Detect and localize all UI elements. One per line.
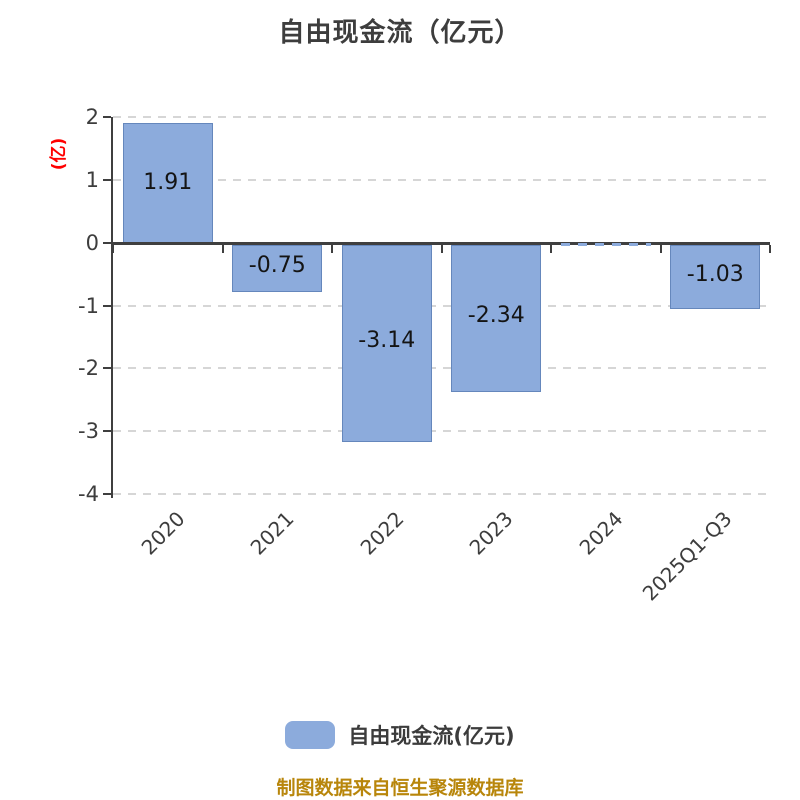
bar-2024 — [560, 242, 651, 246]
y-axis-tick-2 — [103, 116, 111, 118]
bar-value-label-2020: 1.91 — [143, 169, 193, 195]
data-source-note: 制图数据来自恒生聚源数据库 — [276, 777, 524, 799]
category-axis-tick-1 — [221, 244, 224, 253]
y-axis-line — [111, 117, 113, 498]
y-axis-tick-1 — [103, 178, 111, 181]
y-tick-label-0: 0 — [85, 230, 99, 255]
bar-value-label-2023: -2.34 — [467, 303, 525, 329]
bar-value-label-2021: -0.75 — [248, 253, 306, 279]
legend-color-swatch — [285, 721, 336, 749]
legend: 自由现金流(亿元) — [0, 718, 800, 752]
bar-2022 — [341, 244, 432, 442]
category-axis-tick-2 — [331, 244, 333, 253]
gridline-y--4 — [113, 493, 770, 495]
gridline-y--2 — [113, 367, 770, 370]
y-axis-tick--3 — [103, 430, 111, 433]
bar-value-label-2022: -3.14 — [358, 328, 416, 354]
chart-title: 自由现金流（亿元） — [278, 18, 522, 48]
plot-area: 1.91 -0.75 -3.14 -2.34 -1.03 2 1 0 -1 -2 -3 -4 2020 2… — [78, 107, 771, 605]
bar-2025Q1-Q3 — [670, 244, 761, 310]
y-axis-tick--2 — [103, 367, 111, 370]
category-axis-tick-3 — [440, 244, 443, 253]
category-axis-line — [111, 241, 770, 245]
y-tick-label--1: -1 — [78, 293, 99, 318]
y-tick-label-2: 2 — [85, 105, 99, 129]
bar-2023 — [451, 244, 542, 392]
gridline-y--1 — [113, 304, 770, 307]
category-axis-tick-4 — [550, 244, 552, 253]
bar-value-label-2025Q1-Q3: -1.03 — [686, 262, 744, 288]
gridline-y-1 — [113, 178, 770, 181]
bar-2021 — [232, 244, 323, 292]
y-tick-label--4: -4 — [78, 482, 99, 506]
gridline-y-2 — [113, 116, 770, 118]
category-axis-tick-6 — [769, 244, 771, 253]
y-tick-label--2: -2 — [78, 356, 99, 381]
category-axis-tick-5 — [659, 244, 662, 253]
y-tick-label-1: 1 — [85, 167, 99, 192]
category-axis-tick-0 — [112, 244, 114, 253]
legend-series-label: 自由现金流(亿元) — [348, 724, 515, 748]
gridline-y--3 — [113, 430, 770, 433]
y-axis-tick--4 — [103, 493, 111, 495]
y-tick-label--3: -3 — [78, 419, 99, 444]
y-axis-tick-0 — [103, 241, 111, 244]
y-axis-tick--1 — [103, 304, 111, 307]
